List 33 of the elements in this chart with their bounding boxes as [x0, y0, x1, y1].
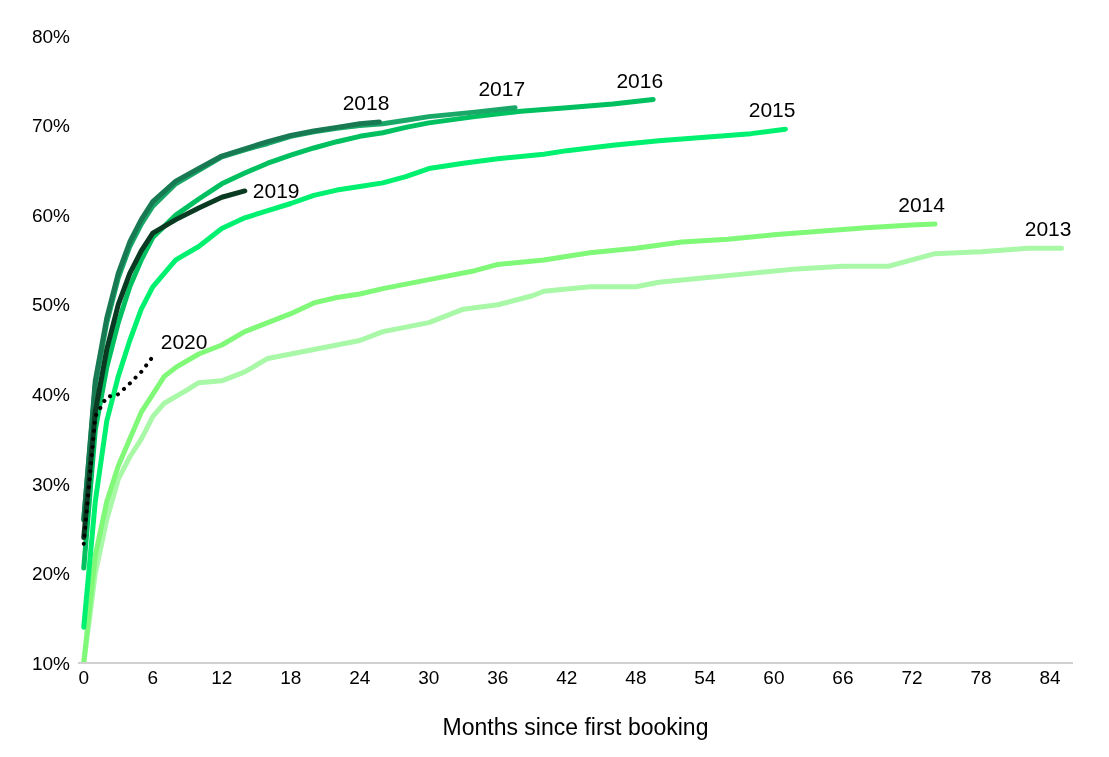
x-tick-label: 84 — [1039, 667, 1061, 689]
x-tick-label: 30 — [418, 667, 440, 689]
x-tick-label: 72 — [901, 667, 923, 689]
line-series — [81, 354, 155, 546]
series-label: 2014 — [898, 193, 946, 217]
y-tick-label: 80% — [31, 25, 71, 47]
series-label: 2020 — [160, 329, 208, 353]
x-tick-label: 60 — [763, 667, 785, 689]
x-axis-title: Months since first booking — [442, 714, 709, 740]
x-tick-label: 12 — [211, 667, 233, 689]
y-tick-label: 50% — [31, 294, 71, 316]
y-tick-label: 60% — [31, 204, 71, 226]
series-label: 2018 — [342, 90, 390, 114]
x-tick-label: 24 — [349, 667, 371, 689]
y-tick-label: 40% — [31, 384, 71, 406]
x-tick-label: 6 — [147, 667, 159, 689]
x-tick-label: 66 — [832, 667, 854, 689]
series-label: 2017 — [478, 76, 526, 100]
y-tick-label: 20% — [31, 563, 71, 585]
series-label: 2019 — [252, 178, 300, 202]
series-label: 2016 — [616, 68, 664, 92]
y-tick-label: 30% — [31, 473, 71, 495]
x-tick-label: 78 — [970, 667, 992, 689]
series-label: 2015 — [748, 98, 796, 122]
x-tick-label: 0 — [78, 667, 90, 689]
y-tick-label: 10% — [31, 652, 71, 674]
x-tick-label: 54 — [694, 667, 716, 689]
x-tick-label: 42 — [556, 667, 578, 689]
series-label: 2013 — [1024, 217, 1072, 241]
y-tick-label: 70% — [31, 115, 71, 137]
x-tick-label: 18 — [280, 667, 302, 689]
x-tick-label: 48 — [625, 667, 647, 689]
x-tick-label: 36 — [487, 667, 509, 689]
